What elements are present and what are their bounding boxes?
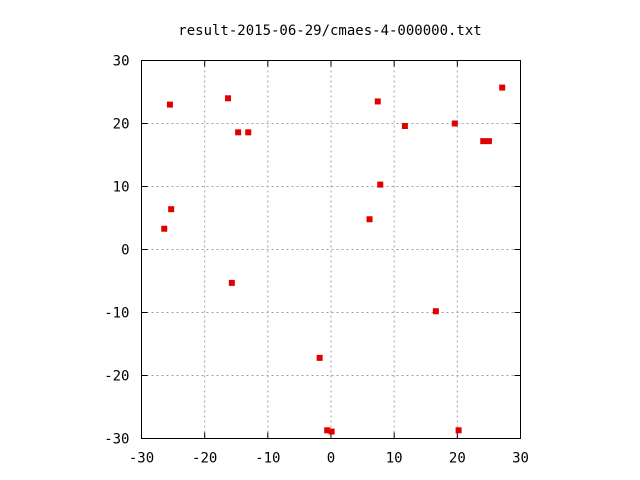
y-tick-label: -30 bbox=[104, 432, 129, 448]
x-tick-label: 0 bbox=[327, 451, 335, 467]
data-point bbox=[485, 138, 492, 145]
data-point bbox=[374, 98, 381, 105]
data-point bbox=[377, 181, 384, 188]
x-tick-label: -30 bbox=[129, 451, 154, 467]
data-point bbox=[166, 101, 173, 108]
x-tick-label: 20 bbox=[449, 451, 466, 467]
data-point bbox=[161, 225, 168, 232]
x-tick-label: 30 bbox=[512, 451, 529, 467]
data-point bbox=[228, 279, 235, 286]
x-tick-label: 10 bbox=[386, 451, 403, 467]
data-point bbox=[455, 427, 462, 434]
chart-title: result-2015-06-29/cmaes-4-000000.txt bbox=[178, 23, 481, 39]
data-point bbox=[245, 129, 252, 136]
y-tick-label: 30 bbox=[113, 54, 130, 70]
grid-lines bbox=[141, 60, 521, 439]
data-points bbox=[161, 84, 506, 435]
y-tick-label: 10 bbox=[113, 180, 130, 196]
data-point bbox=[316, 354, 323, 361]
y-tick-label: -20 bbox=[104, 369, 129, 385]
data-point bbox=[432, 308, 439, 315]
data-point bbox=[328, 428, 335, 435]
y-tick-labels: -30 -20 -10 0 10 20 30 bbox=[104, 54, 129, 448]
data-point bbox=[499, 84, 506, 91]
x-tick-label: -10 bbox=[255, 451, 280, 467]
plot-frame bbox=[141, 60, 521, 439]
data-point bbox=[480, 138, 487, 145]
y-tick-label: 20 bbox=[113, 117, 130, 133]
data-point bbox=[324, 427, 331, 434]
data-point bbox=[225, 95, 232, 102]
data-point bbox=[401, 123, 408, 130]
x-tick-label: -20 bbox=[192, 451, 217, 467]
y-tick-label: -10 bbox=[104, 306, 129, 322]
data-point bbox=[366, 216, 373, 223]
data-point bbox=[451, 120, 458, 127]
data-point bbox=[235, 129, 242, 136]
data-point bbox=[168, 206, 175, 213]
x-tick-labels: -30 -20 -10 0 10 20 30 bbox=[129, 451, 529, 467]
y-tick-label: 0 bbox=[121, 243, 129, 259]
